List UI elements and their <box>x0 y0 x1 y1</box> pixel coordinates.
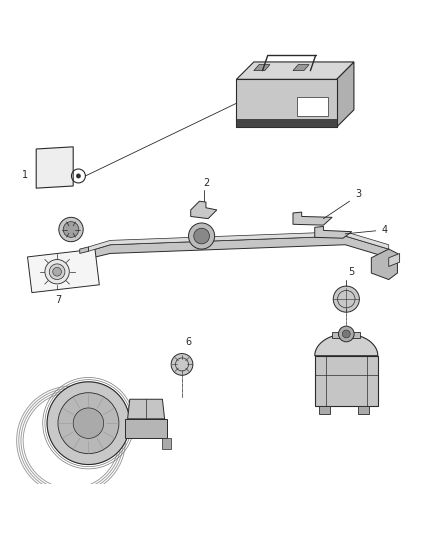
Polygon shape <box>237 119 336 127</box>
Polygon shape <box>80 247 88 254</box>
Polygon shape <box>293 212 332 225</box>
Circle shape <box>47 382 130 465</box>
Polygon shape <box>315 334 378 356</box>
Polygon shape <box>237 79 336 127</box>
Polygon shape <box>88 236 389 259</box>
Text: 4: 4 <box>381 224 388 235</box>
Circle shape <box>53 268 61 276</box>
Polygon shape <box>336 62 354 127</box>
Polygon shape <box>358 406 369 415</box>
Polygon shape <box>315 356 378 406</box>
Polygon shape <box>191 201 217 219</box>
Circle shape <box>339 326 354 342</box>
Polygon shape <box>319 406 330 415</box>
Polygon shape <box>371 249 397 279</box>
Circle shape <box>45 260 69 284</box>
Text: 1: 1 <box>22 170 28 180</box>
Polygon shape <box>36 147 73 188</box>
Polygon shape <box>389 254 399 266</box>
Polygon shape <box>254 64 270 71</box>
Circle shape <box>171 353 193 375</box>
Circle shape <box>188 223 215 249</box>
Circle shape <box>343 330 350 338</box>
Polygon shape <box>237 62 354 79</box>
Polygon shape <box>162 439 171 449</box>
Circle shape <box>58 393 119 454</box>
Polygon shape <box>297 97 328 116</box>
Polygon shape <box>127 399 165 419</box>
Polygon shape <box>28 249 99 293</box>
Text: 3: 3 <box>355 189 361 199</box>
Polygon shape <box>315 227 352 238</box>
Circle shape <box>59 217 83 241</box>
Text: 7: 7 <box>55 295 61 305</box>
Circle shape <box>76 174 81 178</box>
Text: 5: 5 <box>349 268 355 277</box>
Text: 2: 2 <box>203 178 209 188</box>
Polygon shape <box>293 64 309 71</box>
Circle shape <box>49 264 65 279</box>
Circle shape <box>333 286 359 312</box>
Polygon shape <box>125 419 167 439</box>
Polygon shape <box>88 232 389 251</box>
Circle shape <box>73 408 104 439</box>
Circle shape <box>63 222 79 237</box>
Text: 6: 6 <box>185 337 191 347</box>
Circle shape <box>194 228 209 244</box>
Polygon shape <box>332 332 360 338</box>
